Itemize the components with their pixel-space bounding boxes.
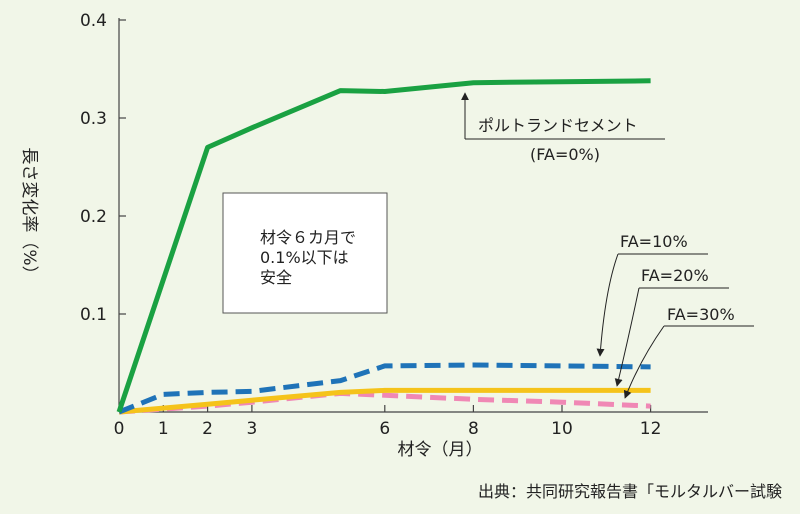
arrow-fa30 xyxy=(623,325,665,399)
series-line-fa0 xyxy=(116,78,651,413)
x-tick-label: 3 xyxy=(246,419,257,439)
x-axis-title: 材令（月） xyxy=(398,440,483,460)
source-note: 出典：共同研究報告書「モルタルバー試験 xyxy=(478,482,782,501)
y-tick-label: 0.1 xyxy=(80,305,107,325)
x-tick-label: 10 xyxy=(551,419,573,439)
series-line-fa20 xyxy=(118,387,651,415)
y-tick-label: 0.3 xyxy=(80,109,107,129)
label-fa20: FA=20% xyxy=(641,266,709,285)
note-box xyxy=(222,192,388,314)
x-ticks: 0 1 2 3 6 8 10 12 xyxy=(114,405,662,439)
label-fa0-line2: (FA=0%) xyxy=(530,145,600,164)
x-tick-label: 1 xyxy=(158,419,169,439)
note-line-3: 安全 xyxy=(260,268,292,287)
label-fa0-line1: ポルトランドセメント xyxy=(478,116,638,135)
y-ticks: 0.1 0.2 0.3 0.4 xyxy=(80,11,126,325)
y-tick-label: 0.4 xyxy=(80,11,107,31)
note-line-2: 0.1%以下は xyxy=(260,248,349,267)
label-fa30: FA=30% xyxy=(667,305,735,324)
series-group xyxy=(116,78,651,415)
x-tick-label: 12 xyxy=(640,419,662,439)
note-line-1: 材令６カ月で xyxy=(260,228,356,247)
x-tick-label: 2 xyxy=(202,419,213,439)
series-line-fa10 xyxy=(118,362,651,415)
arrow-fa10 xyxy=(596,253,619,357)
arrow-fa20 xyxy=(614,287,640,387)
x-tick-label: 0 xyxy=(114,419,125,439)
label-fa10: FA=10% xyxy=(620,232,688,251)
x-tick-label: 8 xyxy=(468,419,479,439)
y-tick-label: 0.2 xyxy=(80,207,107,227)
x-tick-label: 6 xyxy=(379,419,390,439)
y-axis-title: 長さ変化率（%） xyxy=(19,147,39,282)
